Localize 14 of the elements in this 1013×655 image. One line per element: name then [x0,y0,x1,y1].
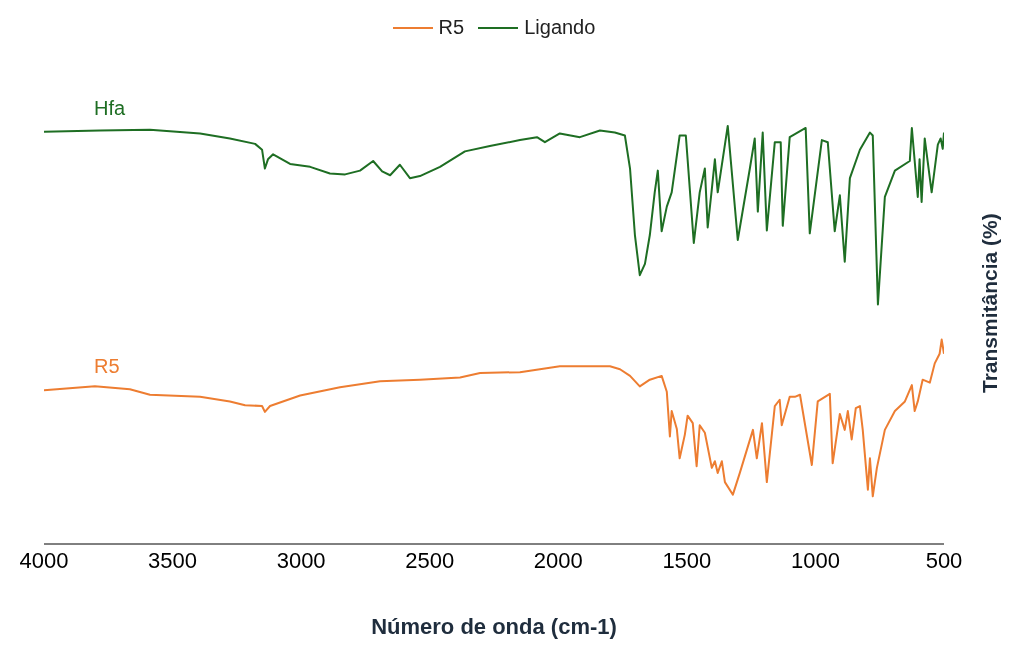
x-tick-label: 4000 [19,547,69,573]
x-tick-label: 2500 [405,547,455,573]
x-tick-label: 500 [925,547,963,573]
x-tick-label: 3000 [276,547,326,573]
text: Hfa [94,96,126,119]
x-axis-title: Número de onda (cm-1) [371,614,617,639]
legend-label: Ligando [524,16,596,39]
x-tick-label: 2000 [533,547,583,573]
legend-label: R5 [438,16,465,39]
x-tick-label: 1000 [790,547,840,573]
x-tick-label: 3500 [148,547,198,573]
annotation: R5 [94,355,120,378]
y-axis-title: Transmitância (%) [978,213,1002,393]
x-tick-label: 1500 [662,547,712,573]
